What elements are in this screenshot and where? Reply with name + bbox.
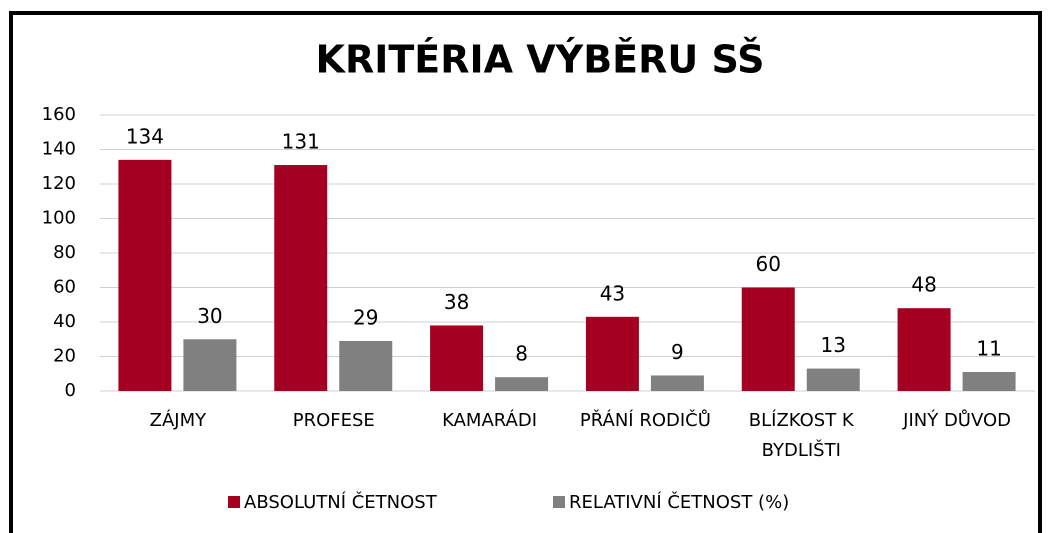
bar (495, 377, 549, 391)
bar (806, 368, 860, 391)
legend-label: RELATIVNÍ ČETNOST (%) (569, 491, 789, 513)
legend-swatch (228, 496, 240, 508)
legend-label: ABSOLUTNÍ ČETNOST (244, 491, 438, 513)
y-tick-label: 60 (53, 277, 76, 298)
y-tick-label: 40 (53, 311, 76, 332)
y-tick-label: 80 (53, 242, 76, 263)
data-label: 11 (976, 337, 1001, 361)
data-label: 9 (671, 340, 684, 364)
bar (650, 375, 704, 391)
bar (585, 316, 639, 391)
data-label: 29 (353, 305, 378, 329)
data-label: 43 (600, 281, 625, 305)
x-tick-label: BLÍZKOST K BYDLIŠTI (748, 410, 854, 461)
bar (183, 339, 237, 391)
y-tick-label: 120 (42, 173, 76, 194)
legend-swatch (553, 496, 565, 508)
data-label: 30 (197, 304, 222, 328)
x-tick-label: ZÁJMY (149, 410, 207, 431)
bar (962, 372, 1016, 391)
bar (430, 325, 484, 391)
y-tick-label: 100 (42, 208, 76, 229)
data-label: 13 (821, 333, 846, 357)
x-tick-label: PŘÁNÍ RODIČŮ (579, 410, 711, 431)
y-tick-label: 140 (42, 139, 76, 160)
data-label: 8 (515, 342, 528, 366)
data-label: 60 (756, 252, 781, 276)
frame (9, 11, 1042, 533)
chart-title: KRITÉRIA VÝBĚRU SŠ (316, 38, 765, 82)
bar (274, 165, 328, 391)
data-label: 134 (126, 124, 164, 148)
y-tick-label: 160 (42, 104, 76, 125)
x-tick-label: PROFESE (292, 410, 375, 431)
y-tick-label: 20 (53, 346, 76, 367)
x-tick-label: JINÝ DŮVOD (903, 410, 1011, 431)
bar (741, 287, 795, 391)
bar (118, 159, 172, 391)
data-label: 48 (911, 273, 936, 297)
bar (339, 340, 393, 391)
data-label: 38 (444, 290, 469, 314)
bar (897, 308, 951, 391)
x-tick-label: KAMARÁDI (442, 410, 538, 431)
data-label: 131 (282, 130, 320, 154)
y-tick-label: 0 (65, 380, 76, 401)
